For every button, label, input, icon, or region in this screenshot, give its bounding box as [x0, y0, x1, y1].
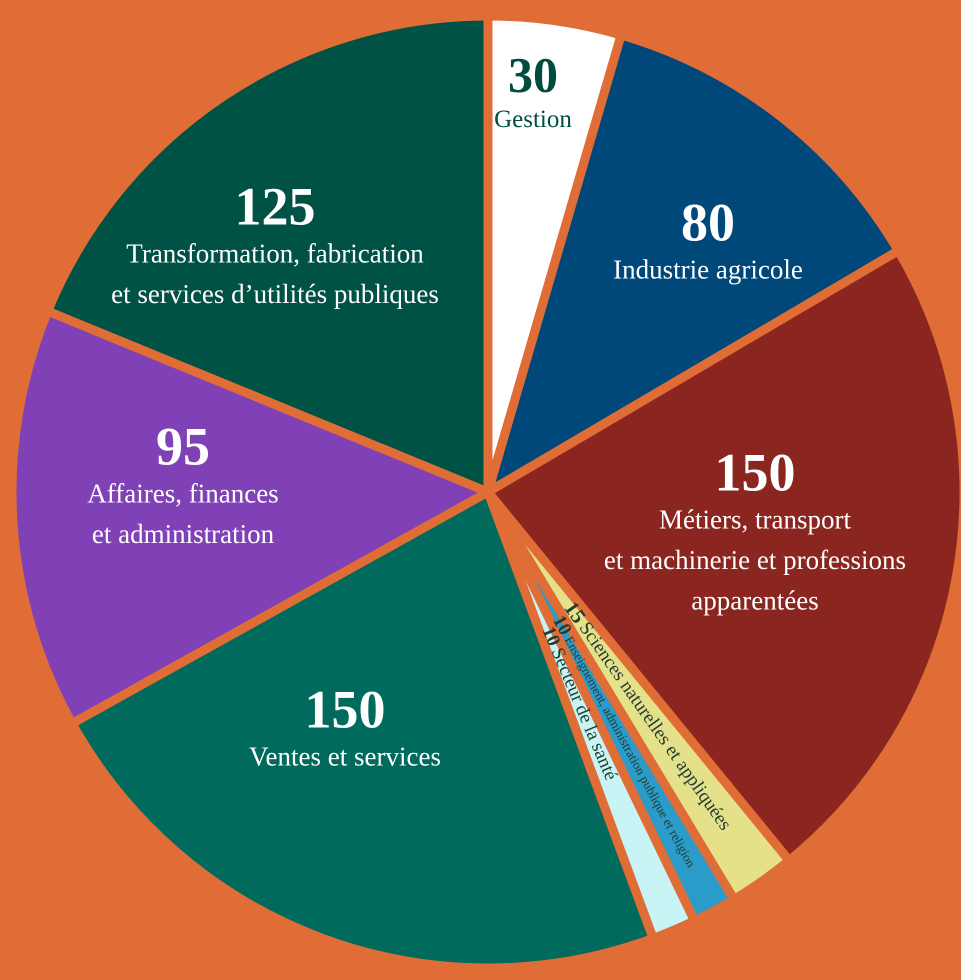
- pie-slice: [43, 11, 493, 497]
- slice-name: et services d’utilités publiques: [111, 279, 439, 309]
- slice-name: Métiers, transport: [659, 505, 851, 535]
- slice-name: Gestion: [494, 106, 572, 133]
- slice-name: Industrie agricole: [613, 255, 803, 285]
- slice-value: 95: [156, 416, 210, 476]
- pie-slice: [7, 306, 493, 728]
- pie-slice: [483, 30, 903, 497]
- slice-value: 80: [681, 192, 735, 252]
- slice-name: Transformation, fabrication: [126, 239, 424, 269]
- slice-value: 150: [715, 442, 796, 502]
- pie-slice: [67, 487, 658, 973]
- slice-name: Affaires, finances: [87, 479, 278, 509]
- slice-name: Ventes et services: [249, 742, 441, 772]
- slice-value: 125: [235, 176, 316, 236]
- pie-slice: [483, 246, 961, 866]
- slice-value: 30: [508, 46, 558, 102]
- slice-value: 150: [305, 679, 386, 739]
- slice-name: et machinerie et professions: [604, 545, 906, 575]
- slice-name: et administration: [92, 519, 275, 549]
- slice-name: apparentées: [691, 586, 818, 616]
